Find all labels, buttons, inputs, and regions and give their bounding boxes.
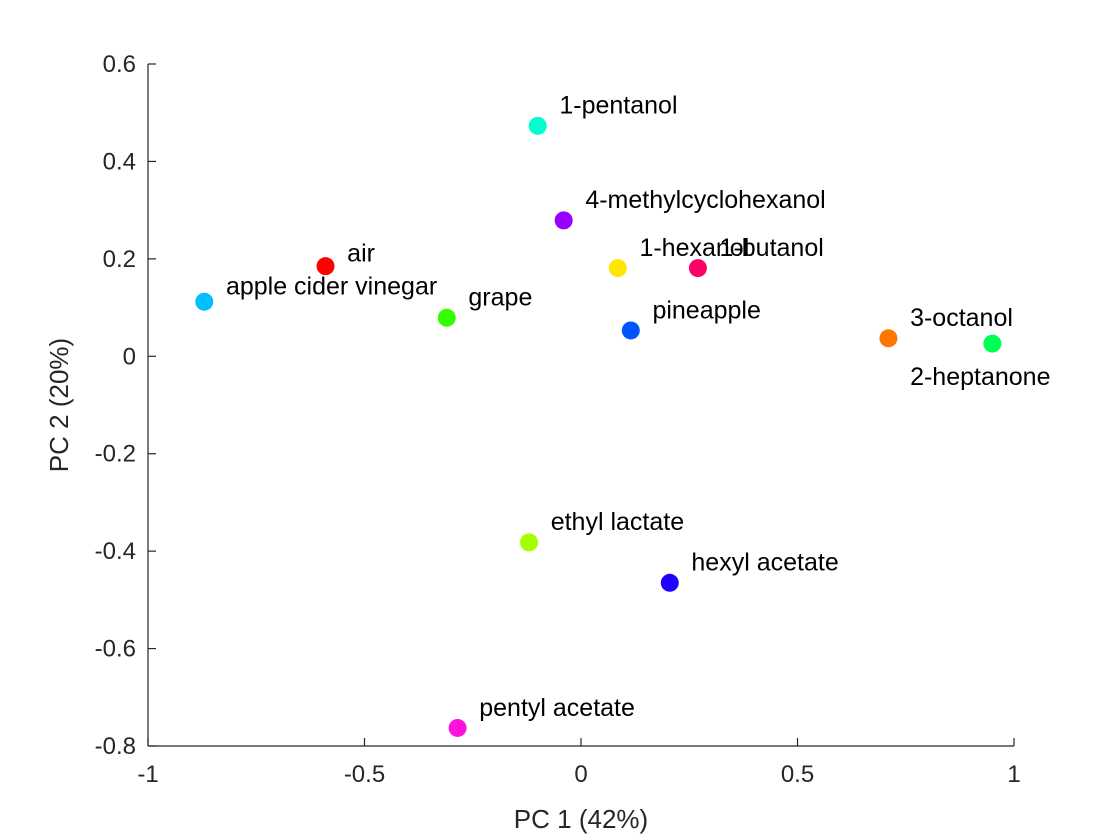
- data-point: [195, 292, 214, 311]
- y-tick-label: -0.6: [95, 636, 136, 663]
- point-label: pentyl acetate: [479, 694, 635, 722]
- point-label: 1-hexanol: [639, 234, 749, 262]
- y-tick-label: -0.4: [95, 538, 136, 565]
- data-point: [528, 116, 547, 135]
- point-label: 1-pentanol: [559, 92, 677, 120]
- x-tick-label: 0: [574, 761, 587, 788]
- x-ticks: -1 -0.5 0 0.5 1: [137, 738, 1021, 788]
- data-point: [448, 718, 467, 737]
- y-ticks: -0.8 -0.6 -0.4 -0.2 0 0.2 0.4 0.6: [95, 51, 156, 760]
- data-point: [608, 259, 627, 278]
- x-tick-label: 1: [1007, 761, 1020, 788]
- point-label: 2-heptanone: [910, 363, 1050, 391]
- y-tick-label: -0.8: [95, 733, 136, 760]
- x-axis-label: PC 1 (42%): [514, 804, 648, 834]
- data-point: [660, 573, 679, 592]
- point-label: ethyl lactate: [551, 508, 684, 536]
- x-tick-label: -1: [137, 761, 158, 788]
- point-label: air: [347, 239, 375, 267]
- data-point: [983, 334, 1002, 353]
- point-label: apple cider vinegar: [226, 272, 437, 300]
- data-point: [621, 321, 640, 340]
- data-point: [520, 533, 539, 552]
- point-label: pineapple: [652, 296, 760, 324]
- data-point: [437, 308, 456, 327]
- point-label: 4-methylcyclohexanol: [585, 186, 825, 214]
- data-point: [688, 259, 707, 278]
- x-tick-label: 0.5: [781, 761, 814, 788]
- x-tick-label: -0.5: [344, 761, 385, 788]
- data-point: [554, 211, 573, 230]
- data-point: [316, 257, 335, 276]
- y-tick-label: 0: [123, 343, 136, 370]
- y-tick-label: 0.6: [103, 51, 136, 78]
- point-label: 1-butanol: [720, 234, 824, 262]
- y-tick-label: 0.4: [103, 148, 136, 175]
- y-axis-label: PC 2 (20%): [44, 338, 74, 472]
- point-label: hexyl acetate: [691, 549, 838, 577]
- data-points: air apple cider vinegar grape 1-pentanol 4-m…: [195, 92, 1050, 737]
- y-tick-label: 0.2: [103, 246, 136, 273]
- point-label: grape: [468, 284, 532, 312]
- data-point: [879, 329, 898, 348]
- point-label: 3-octanol: [910, 304, 1013, 332]
- axes: -1 -0.5 0 0.5 1 -0.8 -0.6 -0.4 -0.2 0 0.2 0.4 0.6: [95, 51, 1021, 788]
- y-tick-label: -0.2: [95, 441, 136, 468]
